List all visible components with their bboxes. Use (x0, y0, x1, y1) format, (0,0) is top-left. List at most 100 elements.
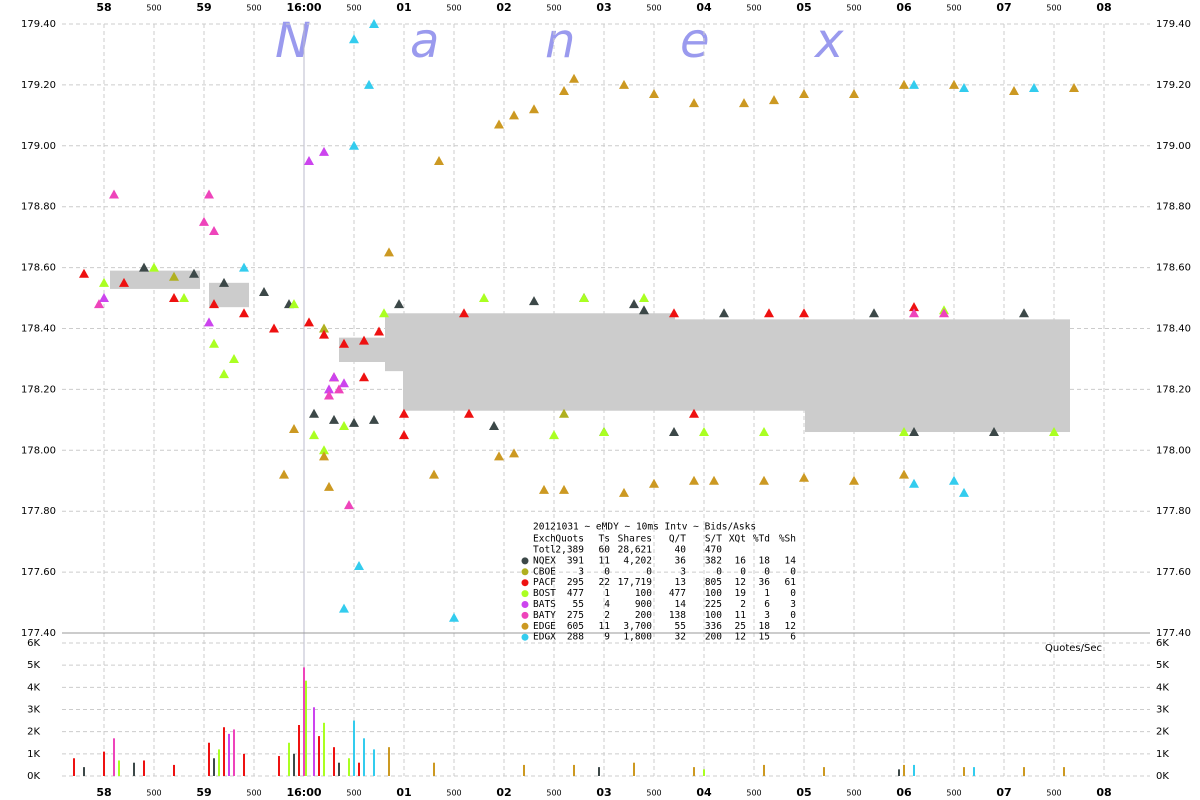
quote-marker (329, 414, 339, 424)
table-cell: Shares (618, 534, 652, 545)
watermark-letter: a (410, 13, 439, 69)
x-tick-label: 02 (496, 786, 511, 799)
y-tick-label: 179.40 (1156, 19, 1191, 30)
volume-bar (303, 667, 305, 776)
quote-marker (324, 481, 334, 491)
quote-marker (799, 472, 809, 482)
y-tick-label: 178.20 (1156, 384, 1191, 395)
quote-marker (699, 427, 709, 437)
table-cell: NQEX (533, 555, 556, 566)
y-tick-label: 179.40 (21, 19, 56, 30)
volume-bar (113, 738, 115, 776)
table-cell: 470 (705, 545, 722, 556)
quote-marker (319, 146, 329, 156)
spread-block (675, 319, 805, 411)
quote-marker (304, 156, 314, 166)
y-tick-label: 177.80 (1156, 506, 1191, 517)
quote-marker (909, 79, 919, 89)
y-tick-label: 177.60 (1156, 567, 1191, 578)
x-tick-label: 06 (896, 786, 912, 799)
y-tick-label: 5K (1156, 660, 1169, 671)
table-cell: 477 (669, 588, 686, 599)
table-cell: 11 (735, 610, 747, 621)
table-cell: 55 (675, 621, 686, 632)
quote-marker (309, 408, 319, 418)
volume-bar (223, 727, 225, 776)
table-cell: 6 (764, 599, 770, 610)
quote-marker (209, 226, 219, 236)
quote-marker (494, 451, 504, 461)
table-cell: BOST (533, 588, 556, 599)
x-tick-label: 03 (596, 1, 611, 14)
volume-bar (1063, 767, 1065, 776)
quote-marker (354, 561, 364, 571)
table-cell: 200 (705, 632, 722, 643)
y-tick-label: 179.20 (21, 80, 56, 91)
volume-bar (903, 764, 905, 776)
y-tick-label: 178.40 (1156, 324, 1191, 335)
quote-marker (399, 408, 409, 418)
table-cell: 18 (759, 555, 771, 566)
quote-marker (239, 262, 249, 272)
quote-marker (689, 408, 699, 418)
quote-marker (599, 427, 609, 437)
table-cell: 0 (790, 588, 796, 599)
quote-marker (559, 408, 569, 418)
table-cell: 9 (604, 632, 610, 643)
volume-bar (318, 736, 320, 776)
x-tick-label: 500 (746, 789, 761, 798)
volume-bar (143, 760, 145, 776)
volume-bar (898, 769, 900, 776)
quote-marker (1029, 82, 1039, 92)
quote-marker (909, 427, 919, 437)
table-cell: 25 (735, 621, 746, 632)
quote-marker (949, 79, 959, 89)
table-cell: 805 (705, 577, 722, 588)
x-tick-label: 02 (496, 1, 511, 14)
volume-bar (913, 764, 915, 776)
quote-marker (459, 308, 469, 318)
quote-marker (489, 420, 499, 430)
table-cell: 1 (604, 588, 610, 599)
quote-marker (569, 73, 579, 83)
table-cell: 900 (635, 599, 652, 610)
table-cell: 2,389 (555, 545, 584, 556)
table-cell: 288 (567, 632, 584, 643)
x-tick-label: 01 (396, 1, 411, 14)
quote-marker (559, 85, 569, 95)
volume-bar (963, 767, 965, 776)
table-cell: BATY (533, 610, 556, 621)
quote-marker (219, 369, 229, 379)
quote-marker (909, 308, 919, 318)
y-tick-label: 177.60 (21, 567, 56, 578)
quote-marker (344, 500, 354, 510)
table-cell: 0 (790, 610, 796, 621)
quote-marker (429, 469, 439, 479)
volume-bar (333, 747, 335, 776)
y-tick-label: 4K (1156, 682, 1169, 693)
quote-marker (169, 271, 179, 281)
spread-block (110, 270, 200, 289)
table-cell: 4 (604, 599, 610, 610)
table-cell: 3 (764, 610, 770, 621)
table-cell: 138 (669, 610, 686, 621)
y-tick-label: 1K (27, 749, 40, 760)
table-cell: 0 (740, 566, 746, 577)
volume-bar (598, 767, 600, 776)
volume-bar (313, 707, 315, 776)
quote-marker (229, 353, 239, 363)
table-cell: 2 (740, 599, 746, 610)
x-tick-label: 500 (246, 4, 261, 13)
volume-bar (693, 767, 695, 776)
quote-marker (319, 323, 329, 333)
quote-marker (339, 338, 349, 348)
table-cell: 12 (735, 577, 746, 588)
quote-marker (449, 612, 459, 622)
quote-marker (669, 427, 679, 437)
y-tick-label: 4K (27, 682, 40, 693)
table-cell: 11 (599, 621, 611, 632)
stats-table: 20121031 ~ eMDY ~ 10ms Intv ~ Bids/AsksE… (521, 522, 796, 643)
legend-marker (521, 611, 529, 619)
quote-marker (669, 308, 679, 318)
quote-marker (209, 338, 219, 348)
